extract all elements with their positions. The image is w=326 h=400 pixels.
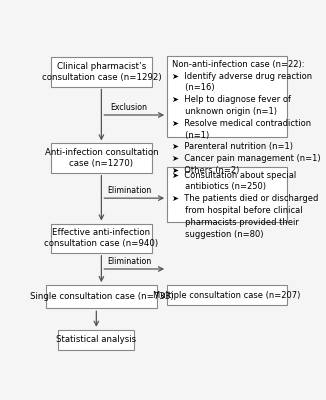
FancyBboxPatch shape bbox=[46, 285, 157, 308]
Text: Anti-infection consultation
case (n=1270): Anti-infection consultation case (n=1270… bbox=[45, 148, 158, 168]
Text: Statistical analysis: Statistical analysis bbox=[56, 335, 136, 344]
Text: Elimination: Elimination bbox=[107, 186, 151, 195]
FancyBboxPatch shape bbox=[167, 56, 287, 137]
Text: ➤  Consultation about special
     antibiotics (n=250)
➤  The patients died or d: ➤ Consultation about special antibiotics… bbox=[171, 170, 318, 238]
FancyBboxPatch shape bbox=[167, 285, 287, 305]
Text: Effective anti-infection
consultation case (n=940): Effective anti-infection consultation ca… bbox=[44, 228, 158, 248]
Text: Exclusion: Exclusion bbox=[111, 103, 148, 112]
Text: Multiple consultation case (n=207): Multiple consultation case (n=207) bbox=[154, 291, 301, 300]
FancyBboxPatch shape bbox=[51, 57, 152, 86]
FancyBboxPatch shape bbox=[58, 330, 134, 350]
Text: Clinical pharmacist’s
consultation case (n=1292): Clinical pharmacist’s consultation case … bbox=[42, 62, 161, 82]
Text: Non-anti-infection case (n=22):
➤  Identify adverse drug reaction
     (n=16)
➤ : Non-anti-infection case (n=22): ➤ Identi… bbox=[171, 60, 320, 175]
Text: Single consultation case (n=733): Single consultation case (n=733) bbox=[30, 292, 173, 301]
FancyBboxPatch shape bbox=[51, 144, 152, 173]
FancyBboxPatch shape bbox=[51, 224, 152, 253]
FancyBboxPatch shape bbox=[167, 166, 287, 222]
Text: Elimination: Elimination bbox=[107, 257, 151, 266]
